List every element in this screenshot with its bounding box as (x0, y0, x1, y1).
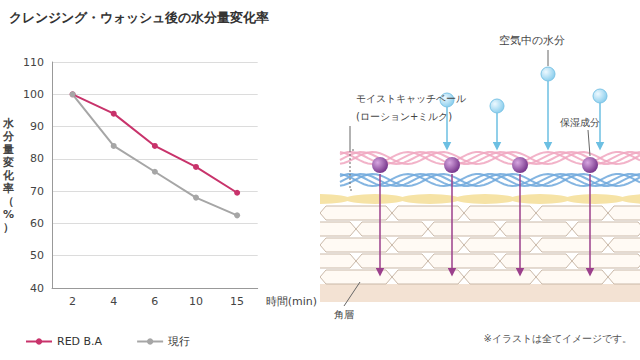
svg-text:(ローション+ミルク): (ローション+ミルク) (356, 111, 452, 122)
svg-text:分: 分 (2, 130, 15, 143)
svg-text:化: 化 (2, 169, 15, 182)
svg-text:%: % (3, 208, 14, 221)
svg-text:70: 70 (30, 185, 44, 198)
svg-text:2: 2 (69, 295, 76, 308)
svg-text:変: 変 (2, 156, 14, 169)
svg-text:水: 水 (2, 117, 15, 130)
svg-text:量: 量 (2, 143, 14, 156)
svg-text:※イラストは全てイメージです。: ※イラストは全てイメージです。 (484, 333, 632, 344)
svg-text:110: 110 (23, 56, 44, 69)
svg-text:角層: 角層 (334, 309, 354, 320)
svg-text:10: 10 (189, 295, 203, 308)
svg-text:モイストキャッチベール: モイストキャッチベール (356, 93, 466, 104)
svg-text:15: 15 (230, 295, 244, 308)
svg-text:時間(min): 時間(min) (266, 295, 317, 308)
svg-text:6: 6 (151, 295, 158, 308)
svg-text:空気中の水分: 空気中の水分 (499, 34, 565, 47)
svg-text:80: 80 (30, 152, 44, 165)
svg-text:保湿成分: 保湿成分 (560, 117, 600, 128)
svg-text:40: 40 (30, 282, 44, 295)
svg-text:RED B.A: RED B.A (57, 335, 103, 348)
svg-text:率: 率 (2, 182, 14, 195)
svg-text:現行: 現行 (168, 335, 190, 348)
svg-text:60: 60 (30, 217, 44, 230)
svg-text:4: 4 (110, 295, 117, 308)
svg-text:クレンジング・ウォッシュ後の水分量変化率: クレンジング・ウォッシュ後の水分量変化率 (9, 10, 269, 25)
svg-text:100: 100 (23, 88, 44, 101)
svg-text:（: （ (3, 195, 14, 208)
svg-text:90: 90 (30, 120, 44, 133)
svg-text:）: ） (3, 221, 14, 234)
svg-text:50: 50 (30, 249, 44, 262)
